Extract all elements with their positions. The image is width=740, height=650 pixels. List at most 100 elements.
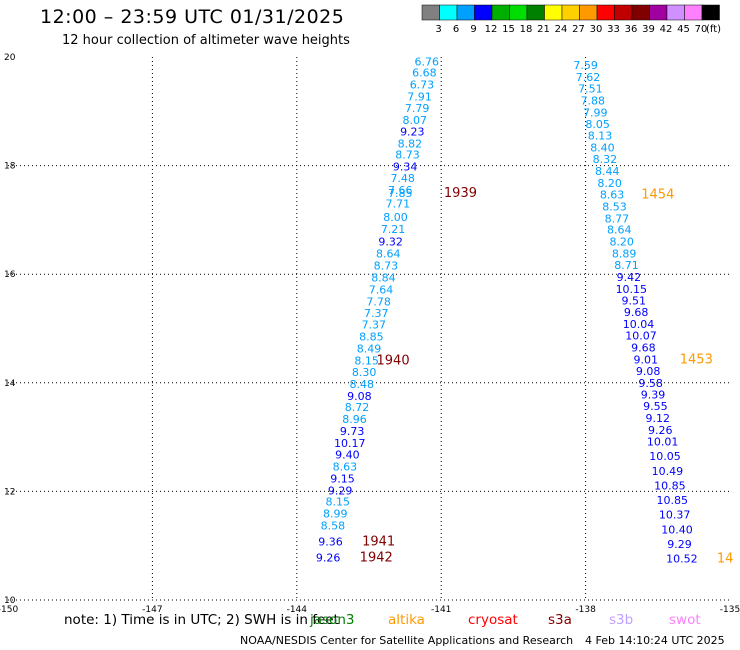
wave-height-label: 8.48 — [350, 378, 375, 391]
wave-height-label: 7.99 — [583, 106, 608, 119]
wave-height-label: 7.71 — [386, 198, 411, 211]
wave-height-label: 9.51 — [621, 294, 646, 307]
mission-label-altika: altika — [388, 612, 425, 628]
colorbar-tick-label: 39 — [642, 24, 655, 35]
wave-height-label: 10.15 — [616, 283, 648, 296]
wave-height-label: 9.26 — [316, 552, 341, 565]
wave-height-label: 9.01 — [634, 353, 659, 366]
wave-height-label: 7.37 — [362, 319, 387, 332]
wave-height-label: 9.55 — [643, 400, 668, 413]
wave-height-label: 7.79 — [405, 102, 430, 115]
wave-height-label: 8.71 — [614, 259, 639, 272]
wave-height-label: 8.20 — [609, 236, 634, 249]
y-tick-label: 14 — [4, 379, 16, 389]
wave-height-label: 6.68 — [412, 67, 437, 80]
colorbar-swatch — [439, 4, 458, 21]
wave-height-label: 8.58 — [321, 520, 346, 533]
wave-height-label: 8.05 — [585, 118, 610, 131]
mission-label-s3a: s3a — [548, 612, 572, 628]
x-tick-label: -135 — [720, 605, 740, 615]
wave-height-label: 8.15 — [354, 355, 379, 368]
wave-height-label: 9.32 — [378, 236, 403, 249]
wave-height-label: 7.62 — [576, 71, 601, 84]
colorbar-swatch — [596, 4, 615, 21]
wave-height-label: 8.73 — [374, 260, 399, 273]
colorbar-swatch — [509, 4, 528, 21]
wave-height-label: 8.99 — [323, 508, 348, 521]
wave-height-label: 8.49 — [357, 343, 382, 356]
colorbar-tick-label: 9 — [470, 24, 476, 35]
colorbar-tick-label: 21 — [537, 24, 550, 35]
x-tick-label: -147 — [142, 605, 162, 615]
pass-time-label: 1941 — [362, 534, 395, 549]
wave-height-label: 10.52 — [666, 553, 698, 566]
pass-time-label: 1939 — [444, 186, 477, 201]
wave-height-label: 6.73 — [410, 79, 435, 92]
wave-height-label: 10.17 — [334, 437, 366, 450]
pass-time-label: 1454 — [641, 187, 674, 202]
pass-time-label: 1940 — [377, 354, 410, 369]
wave-height-label: 9.39 — [641, 389, 666, 402]
wave-height-label: 8.00 — [383, 211, 408, 224]
colorbar-swatch — [701, 4, 720, 21]
wave-height-label: 9.40 — [335, 448, 360, 461]
footer-timestamp: 4 Feb 14:10:24 UTC 2025 — [585, 634, 725, 647]
wave-height-label: 9.15 — [330, 472, 355, 485]
wave-height-label: 9.23 — [400, 125, 425, 138]
wave-height-label: 7.85 — [388, 187, 413, 200]
wave-height-label: 8.64 — [607, 224, 632, 237]
colorbar-swatch — [666, 4, 685, 21]
colorbar-tick-label: 18 — [520, 24, 533, 35]
wave-height-label: 7.88 — [581, 94, 606, 107]
colorbar-swatch — [544, 4, 563, 21]
colorbar-tick-label: 6 — [453, 24, 459, 35]
color-legend: 3 6 9 12 15 18 21 24 27 30 33 36 39 42 45 70(ft) — [421, 4, 721, 35]
x-tick-label: -144 — [287, 605, 308, 615]
colorbar-swatch — [474, 4, 493, 21]
colorbar-tick-label: 30 — [590, 24, 603, 35]
colorbar-swatch — [421, 4, 440, 21]
wave-height-label: 7.91 — [407, 91, 432, 104]
wave-height-label: 8.30 — [352, 366, 377, 379]
wave-height-label: 9.42 — [617, 271, 642, 284]
colorbar-unit: (ft) — [706, 24, 721, 35]
x-tick-label: -150 — [0, 605, 18, 615]
wave-height-label: 10.04 — [623, 318, 655, 331]
colorbar-swatch — [631, 4, 650, 21]
wave-height-label: 7.48 — [390, 172, 415, 185]
colorbar-tick-label: 70 — [695, 24, 708, 35]
colorbar-tick-label: 12 — [485, 24, 498, 35]
wave-height-label: 8.77 — [605, 212, 630, 225]
wave-height-label: 10.37 — [659, 509, 691, 522]
pass-time-label: 1942 — [360, 551, 393, 566]
wave-height-label: 10.01 — [647, 435, 679, 448]
wave-height-label: 10.85 — [656, 494, 688, 507]
y-tick-label: 18 — [4, 162, 16, 172]
colorbar-swatch — [684, 4, 703, 21]
wave-height-label: 9.34 — [393, 161, 418, 174]
wave-height-label: 8.85 — [359, 331, 384, 344]
colorbar-swatch — [561, 4, 580, 21]
wave-height-label: 9.36 — [318, 535, 343, 548]
wave-height-label: 8.63 — [333, 460, 358, 473]
chart-subtitle: 12 hour collection of altimeter wave hei… — [62, 33, 350, 48]
chart-title: 12:00 – 23:59 UTC 01/31/2025 — [40, 6, 345, 28]
wave-height-label: 9.26 — [648, 424, 673, 437]
wave-height-label: 7.21 — [381, 223, 406, 236]
colorbar-tick-label: 36 — [625, 24, 638, 35]
wave-height-label: 10.49 — [652, 465, 684, 478]
wave-height-label: 9.73 — [340, 425, 365, 438]
wave-height-label: 8.72 — [345, 401, 370, 414]
wave-height-label: 9.08 — [636, 365, 661, 378]
colorbar-swatch — [614, 4, 633, 21]
mission-label-s3b: s3b — [609, 612, 634, 628]
pass-time-label: 1453 — [680, 352, 713, 367]
wave-height-label: 9.29 — [328, 484, 353, 497]
wave-height-label: 8.07 — [402, 114, 427, 127]
wave-height-label: 8.96 — [342, 413, 367, 426]
mission-label-jason3: jason3 — [310, 612, 355, 628]
wave-height-label: 8.64 — [376, 248, 401, 261]
wave-height-label: 8.89 — [612, 248, 637, 261]
wave-height-label: 10.05 — [649, 450, 681, 463]
